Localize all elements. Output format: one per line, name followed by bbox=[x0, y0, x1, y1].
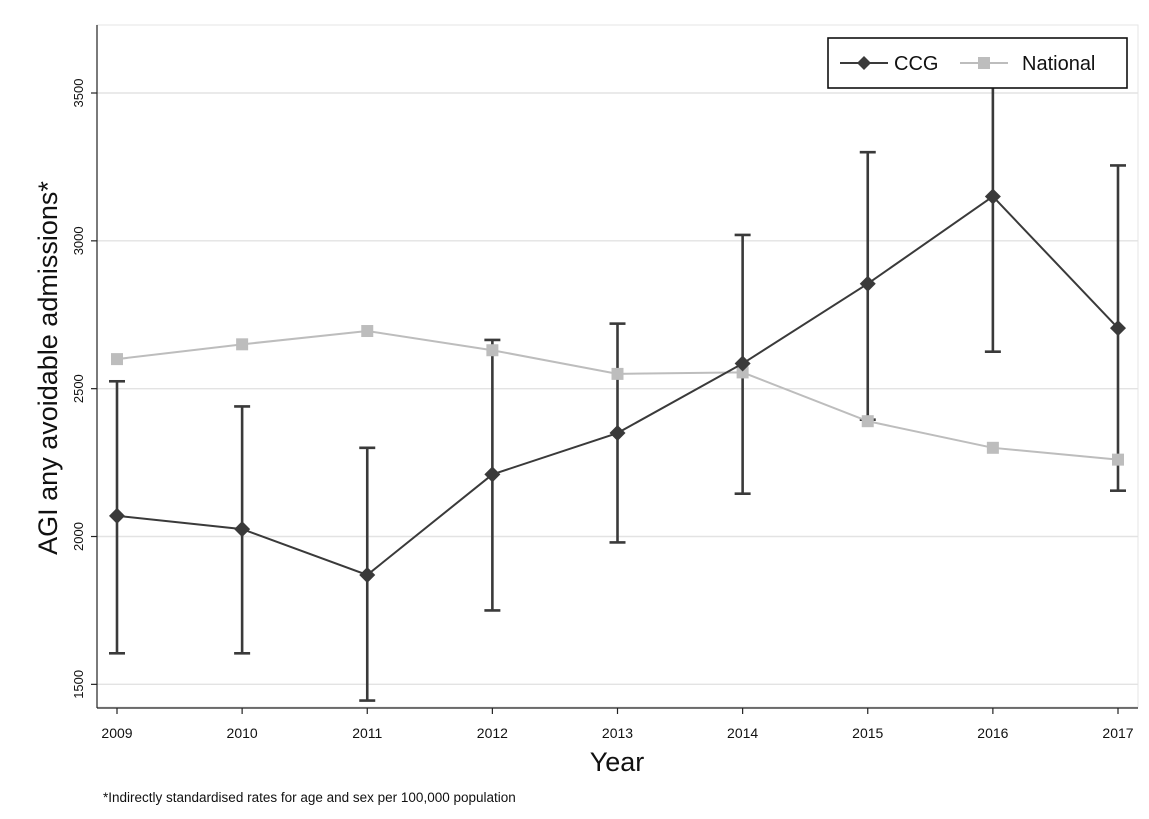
national-point-2015 bbox=[861, 415, 874, 428]
ccg-point-2016 bbox=[984, 188, 1001, 205]
ccg-point-2009 bbox=[109, 507, 125, 524]
legend: CCG National bbox=[827, 37, 1128, 89]
ccg-point-2010 bbox=[234, 521, 251, 538]
y-tick-label-2000: 2000 bbox=[71, 522, 86, 551]
x-tick-label-2016: 2016 bbox=[977, 725, 1008, 741]
x-tick-label-2015: 2015 bbox=[852, 725, 883, 741]
ccg-point-2015 bbox=[859, 275, 876, 292]
x-tick-label-2009: 2009 bbox=[101, 725, 132, 741]
national-point-2014 bbox=[736, 366, 749, 379]
x-tick-label-2014: 2014 bbox=[727, 725, 758, 741]
x-tick-label-2013: 2013 bbox=[602, 725, 633, 741]
footnote: *Indirectly standardised rates for age a… bbox=[103, 790, 516, 805]
y-tick-label-3500: 3500 bbox=[71, 79, 86, 108]
national-point-2010 bbox=[236, 338, 249, 351]
ccg-point-2014 bbox=[734, 355, 751, 372]
y-axis-label: AGI any avoidable admissions* bbox=[33, 181, 63, 555]
national-point-2009 bbox=[111, 353, 123, 366]
series bbox=[109, 188, 1126, 583]
x-tick-label-2010: 2010 bbox=[227, 725, 258, 741]
y-tick-label-3000: 3000 bbox=[71, 226, 86, 255]
legend-ccg-label: CCG bbox=[894, 53, 938, 75]
national-point-2016 bbox=[986, 441, 999, 454]
ccg-point-2011 bbox=[359, 566, 376, 583]
y-tick-label-1500: 1500 bbox=[71, 670, 86, 699]
x-tick-label-2012: 2012 bbox=[477, 725, 508, 741]
ccg-point-2013 bbox=[609, 425, 626, 442]
x-axis-label: Year bbox=[590, 747, 645, 777]
national-point-2012 bbox=[486, 344, 499, 357]
ccg-point-2017 bbox=[1110, 320, 1126, 337]
legend-ccg-marker bbox=[857, 56, 871, 70]
x-tick-label-2017: 2017 bbox=[1102, 725, 1133, 741]
national-point-2017 bbox=[1112, 453, 1124, 466]
ccg-point-2012 bbox=[484, 466, 501, 483]
national-point-2013 bbox=[611, 367, 624, 380]
national-point-2011 bbox=[361, 325, 374, 338]
legend-national-marker bbox=[978, 57, 990, 69]
y-ticks: 1500 2000 2500 3000 3500 bbox=[71, 79, 97, 699]
legend-national-label: National bbox=[1022, 53, 1095, 75]
x-tick-label-2011: 2011 bbox=[352, 725, 382, 741]
y-tick-label-2500: 2500 bbox=[71, 374, 86, 403]
x-ticks: 2009 2010 2011 2012 2013 2014 2015 2016 2017 bbox=[101, 708, 1134, 741]
